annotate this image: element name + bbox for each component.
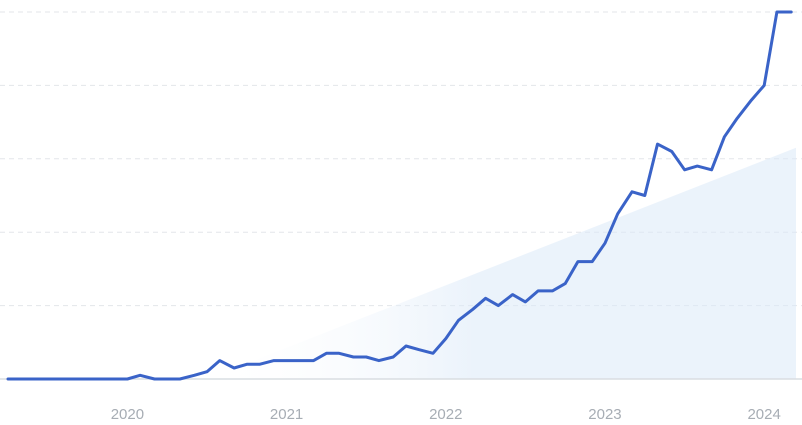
x-axis-tick-labels: 2020 2021 2022 2023 2024 bbox=[111, 406, 781, 423]
trend-area-group bbox=[206, 147, 797, 379]
x-tick-label: 2022 bbox=[429, 406, 462, 423]
trend-area bbox=[206, 147, 797, 379]
x-tick-label: 2020 bbox=[111, 406, 144, 423]
series-line bbox=[6, 10, 793, 381]
x-tick-label: 2023 bbox=[588, 406, 621, 423]
x-tick-label: 2024 bbox=[747, 406, 780, 423]
series-lines bbox=[6, 10, 793, 381]
x-tick-label: 2021 bbox=[270, 406, 303, 423]
